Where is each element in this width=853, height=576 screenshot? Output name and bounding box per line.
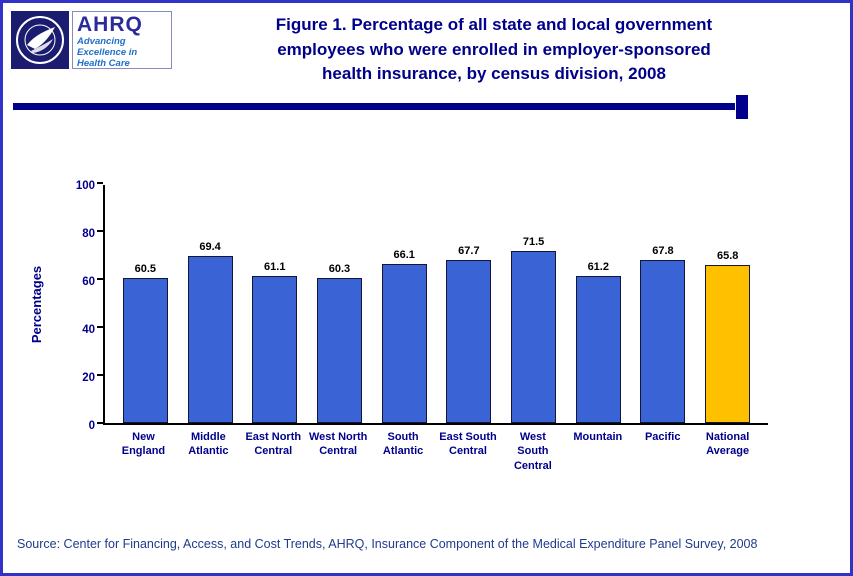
ahrq-tagline-line: Advancing: [77, 36, 126, 47]
y-axis: 0 20 40 60 80 100: [65, 180, 103, 432]
ahrq-tagline-line: Excellence in: [77, 46, 138, 58]
y-axis-title-wrap: Percentages: [9, 185, 65, 425]
bar: [575, 276, 621, 423]
ahrq-tagline: Advancing Excellence in Health Care: [77, 36, 167, 70]
y-tick-mark: [97, 421, 103, 424]
y-tick-mark: [97, 229, 103, 232]
bar-value-label: 71.5: [522, 236, 545, 249]
bar-value-label: 66.1: [393, 249, 415, 262]
x-category-label: National Average: [705, 430, 750, 458]
hhs-seal-icon: [11, 11, 69, 69]
y-tick-label: 60: [82, 275, 95, 288]
bar-group: 61.2: [566, 261, 631, 423]
bar: [446, 260, 492, 423]
y-tick-mark: [97, 325, 103, 328]
figure-title-line: health insurance, by census division, 20…: [322, 64, 666, 84]
ahrq-logo-text: AHRQ: [77, 13, 143, 36]
plot-column: 60.5 69.4 61.1 60.3 66.1 67.7 71.5 61.2 67.8 65.8…: [97, 181, 768, 473]
header: AHRQ Advancing Excellence in Health Care…: [3, 3, 850, 87]
x-category-label: East North Central: [245, 430, 302, 458]
x-category-label: West North Central: [308, 430, 368, 458]
bar-group: 71.5: [501, 236, 566, 423]
bar: [640, 260, 686, 423]
divider-rule: [13, 103, 735, 111]
y-tick-label: 20: [82, 371, 95, 384]
bar: [187, 256, 233, 423]
bar: [316, 278, 362, 423]
figure-title: Figure 1. Percentage of all state and lo…: [172, 11, 840, 87]
ahrq-logo: AHRQ Advancing Excellence in Health Care: [72, 11, 172, 69]
source-note: Source: Center for Financing, Access, an…: [17, 537, 758, 551]
x-category-label: South Atlantic: [382, 430, 424, 458]
bar-group: 65.8: [695, 250, 760, 423]
bar-national-average: [705, 265, 751, 423]
x-category-label: East South Central: [439, 430, 497, 458]
bar-value-label: 67.8: [652, 245, 674, 258]
plot-area: 60.5 69.4 61.1 60.3 66.1 67.7 71.5 61.2 67.8 65.8: [97, 181, 768, 425]
bar-group: 69.4: [178, 241, 243, 423]
y-tick-mark: [97, 181, 103, 184]
x-category-label: West South Central: [513, 430, 552, 472]
x-category-label: Pacific: [644, 430, 681, 443]
bar-value-label: 69.4: [199, 241, 221, 254]
bar-value-label: 60.5: [134, 262, 157, 275]
y-axis-title: Percentages: [29, 266, 45, 344]
bar-group: 60.5: [113, 263, 178, 423]
bar-group: 60.3: [307, 263, 372, 423]
bar-chart: Percentages 0 20 40 60 80 100 60.5 69.4 61.1 60.…: [9, 180, 850, 473]
y-tick-mark: [97, 373, 103, 376]
y-tick-mark: [97, 277, 103, 280]
bar-group: 61.1: [242, 261, 307, 423]
x-labels: New England Middle Atlantic East North Cen…: [103, 430, 768, 473]
bar: [252, 276, 298, 423]
figure-title-line: employees who were enrolled in employer-…: [277, 39, 711, 59]
ahrq-tagline-line: Health Care: [77, 57, 130, 69]
x-category-label: Mountain: [573, 430, 623, 443]
bar-value-label: 67.7: [458, 245, 480, 258]
bar-value-label: 65.8: [716, 250, 739, 263]
bar-value-label: 61.2: [587, 261, 609, 274]
divider-end-cap: [736, 94, 748, 119]
y-tick-label: 40: [82, 323, 95, 336]
y-tick-label: 100: [75, 179, 95, 192]
bar-value-label: 60.3: [328, 263, 351, 276]
bar-group: 66.1: [372, 249, 437, 423]
header-divider: [13, 94, 850, 119]
bar-group: 67.8: [631, 245, 696, 423]
figure-title-line: Figure 1. Percentage of all state and lo…: [275, 15, 713, 34]
bar-value-label: 61.1: [264, 261, 286, 274]
logo-group: AHRQ Advancing Excellence in Health Care: [11, 11, 172, 69]
x-category-label: New England: [121, 430, 166, 458]
bar: [381, 264, 427, 423]
x-category-label: Middle Atlantic: [188, 430, 229, 458]
y-tick-label: 0: [88, 419, 95, 432]
y-tick-label: 80: [82, 227, 95, 240]
bar: [511, 251, 557, 423]
bar: [122, 277, 168, 423]
bar-group: 67.7: [437, 245, 502, 423]
